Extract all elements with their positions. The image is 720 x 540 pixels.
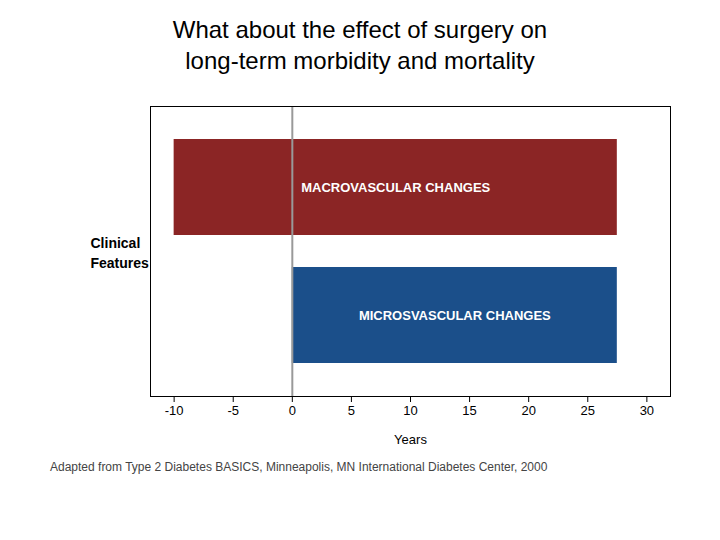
- svg-text:15: 15: [462, 403, 476, 418]
- svg-text:25: 25: [581, 403, 595, 418]
- svg-text:0: 0: [289, 403, 296, 418]
- svg-text:30: 30: [640, 403, 654, 418]
- svg-text:-10: -10: [165, 403, 184, 418]
- svg-text:MACROVASCULAR CHANGES: MACROVASCULAR CHANGES: [301, 180, 490, 195]
- html-text:What about the effect of surge: What about the effect of surgery on: [172, 16, 548, 43]
- svg-text:5: 5: [348, 403, 355, 418]
- svg-text:MICROSVASCULAR CHANGES: MICROSVASCULAR CHANGES: [359, 308, 551, 323]
- svg-text:20: 20: [521, 403, 535, 418]
- svg-text:10: 10: [403, 403, 417, 418]
- svg-text:Years: Years: [394, 432, 427, 447]
- svg-text:-5: -5: [227, 403, 239, 418]
- html-text:Adapted from Type 2 Diabetes B: Adapted from Type 2 Diabetes BASICS, Min…: [50, 460, 548, 475]
- svg-text:ClinicalFeatures: ClinicalFeatures: [91, 235, 150, 271]
- html-text:long-term morbidity and mortal: long-term morbidity and mortality: [185, 47, 535, 75]
